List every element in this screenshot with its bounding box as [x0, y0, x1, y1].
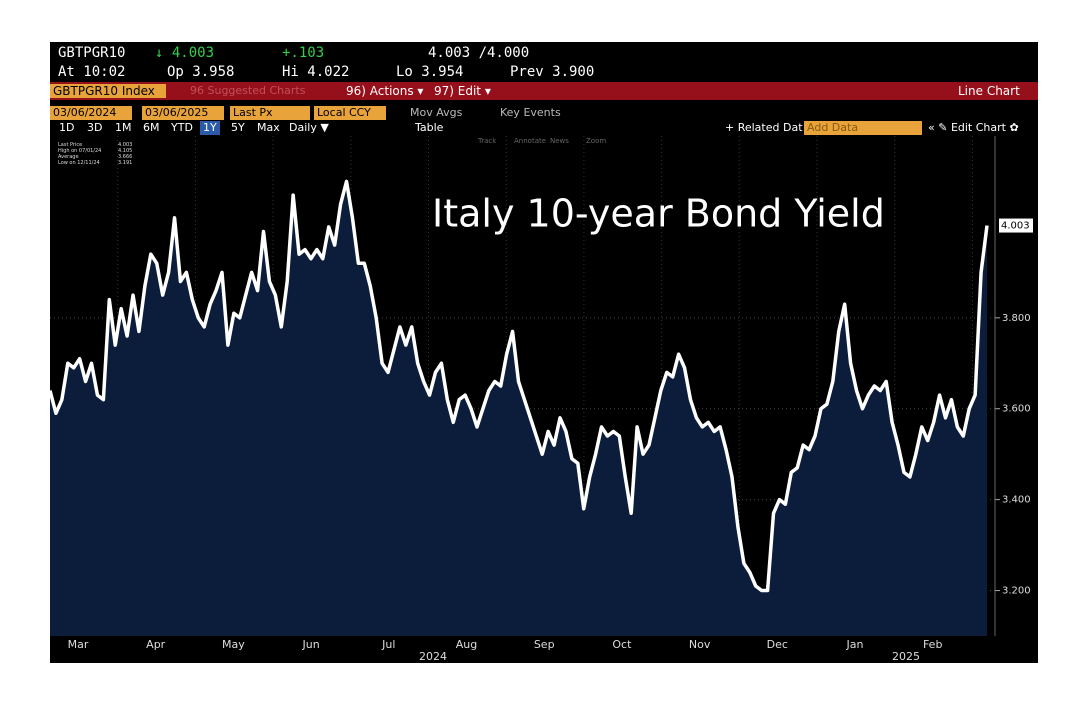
period-button[interactable]: 1M [115, 121, 132, 134]
low: Lo 3.954 [396, 64, 464, 80]
x-tick-label: Nov [689, 638, 711, 651]
x-tick-label: May [222, 638, 245, 651]
x-tick-label: Jan [846, 638, 864, 651]
legend-label: High on 07/01/24 [58, 148, 102, 154]
tool[interactable]: Zoom [586, 137, 607, 145]
last-value-box [999, 218, 1033, 233]
actions[interactable]: 96) Actions ▾ [346, 84, 424, 98]
line [48, 179, 989, 593]
x-tick-label: Aug [456, 638, 477, 651]
period-button[interactable]: 6M [143, 121, 160, 134]
period-button[interactable]: 3D [87, 121, 103, 134]
chart-title: Italy 10-year Bond Yield [432, 192, 885, 236]
security[interactable]: GBTPGR10 Index [50, 84, 166, 98]
open: Op 3.958 [167, 64, 235, 80]
ticker: GBTPGR10 [58, 45, 126, 61]
period-button[interactable]: 1D [59, 121, 75, 134]
legend-value: 4.003 [118, 142, 133, 148]
time: At 10:02 [58, 64, 126, 80]
x-tick-label: Mar [68, 638, 89, 651]
y-tick-label: 3.600 [1002, 404, 1031, 415]
currency[interactable]: Local CCY [314, 106, 386, 120]
x-tick-label: Jul [381, 638, 395, 651]
prev: Prev 3.900 [510, 64, 595, 80]
edit-chart[interactable]: « ✎ Edit Chart ✿ [928, 121, 1019, 134]
key-events[interactable]: Key Events [500, 106, 561, 119]
x-tick-label: Dec [767, 638, 788, 651]
y-tick-label: 3.800 [1002, 313, 1031, 324]
end-date[interactable]: 03/06/2025 [142, 106, 224, 120]
last: ↓ 4.003 [155, 45, 215, 61]
period-button[interactable]: Daily ▼ [289, 121, 329, 134]
legend-value: 3.191 [118, 160, 133, 166]
legend-label: Last Price [58, 142, 83, 148]
legend-value: 3.666 [118, 154, 133, 160]
period-button[interactable]: Max [257, 121, 280, 134]
legend-value: 4.105 [118, 148, 133, 154]
title-bar: GBTPGR10 Index 96 Suggested Charts 96) A… [50, 82, 1038, 100]
bid-ask: 4.003 /4.000 [428, 45, 530, 61]
period-button[interactable]: 1Y [200, 121, 220, 135]
period-button[interactable]: YTD [171, 121, 193, 134]
legend-label: Low on 12/11/24 [58, 160, 100, 166]
period-button[interactable]: 5Y [231, 121, 245, 134]
year-label: 2024 [419, 650, 447, 663]
suggested[interactable]: 96 Suggested Charts [190, 84, 306, 97]
high: Hi 4.022 [282, 64, 350, 80]
x-tick-label: Jun [302, 638, 320, 651]
tool[interactable]: Annotate [514, 137, 547, 145]
legend-label: Average [58, 154, 79, 160]
mov-avgs[interactable]: Mov Avgs [410, 106, 463, 119]
area [50, 181, 987, 637]
y-tick-label: 3.400 [1002, 495, 1031, 506]
start-date[interactable]: 03/06/2024 [50, 106, 132, 120]
change: +.103 [282, 45, 325, 61]
field[interactable]: Last Px [230, 106, 310, 120]
x-tick-label: Apr [146, 638, 166, 651]
x-tick-label: Feb [923, 638, 942, 651]
tool[interactable]: Track [478, 137, 497, 145]
period-button[interactable]: Table [415, 121, 444, 134]
y-tick-label: 3.200 [1002, 586, 1031, 597]
x-tick-label: Sep [534, 638, 555, 651]
last-value-label: 4.003 [1001, 221, 1030, 232]
tool[interactable]: News [550, 137, 569, 145]
related[interactable]: + Related Dat [725, 121, 803, 134]
edit[interactable]: 97) Edit ▾ [434, 84, 491, 98]
year-label: 2025 [892, 650, 920, 663]
x-tick-label: Oct [612, 638, 632, 651]
add-data[interactable]: Add Data [804, 121, 922, 135]
view[interactable]: Line Chart [958, 84, 1020, 98]
